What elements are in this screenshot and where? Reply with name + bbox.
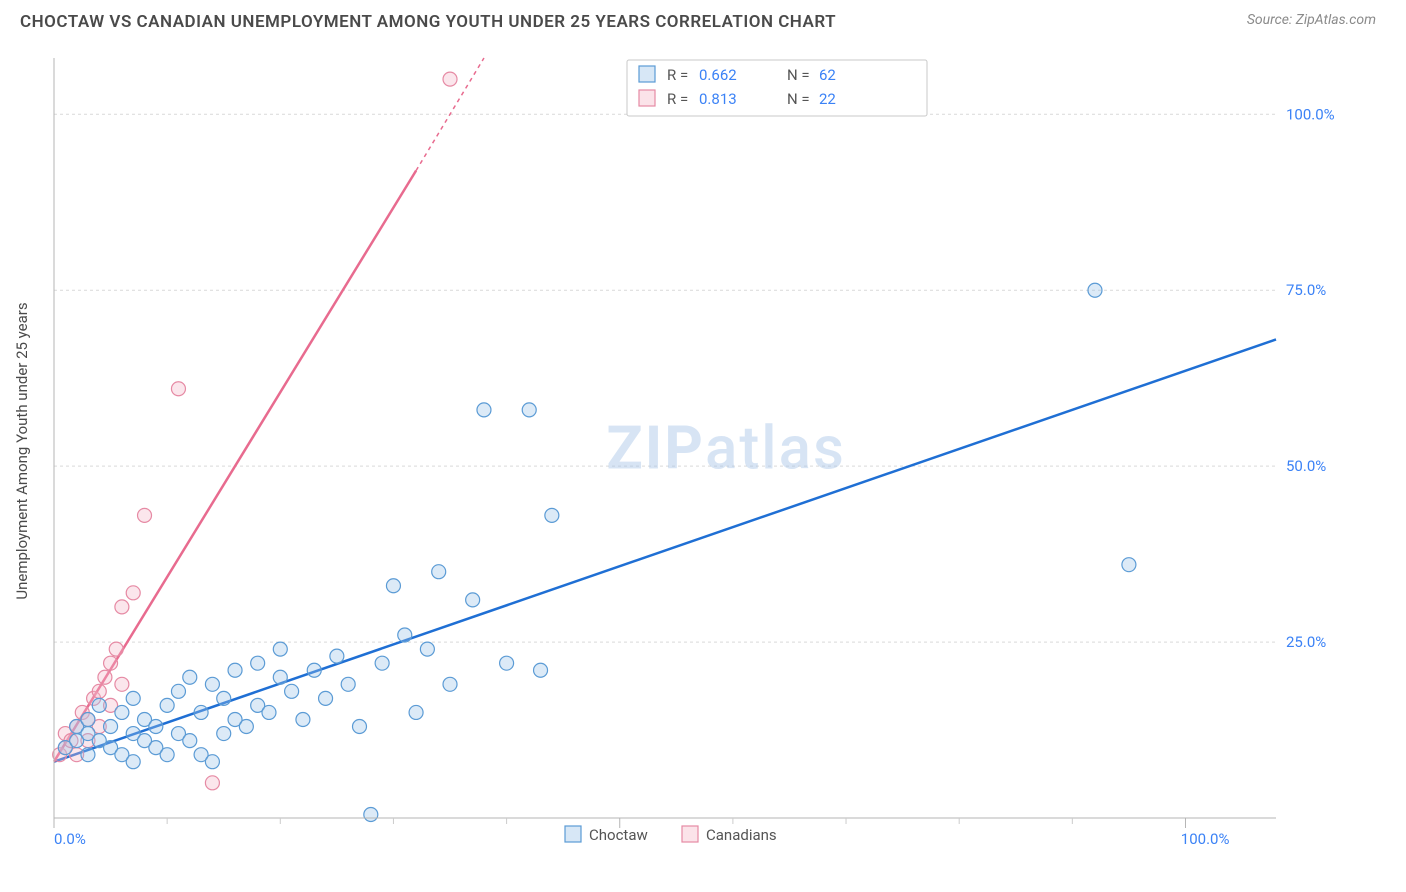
series-legend-swatch <box>565 826 581 842</box>
trend-line-choctaw <box>54 339 1276 761</box>
data-point <box>273 670 287 684</box>
data-point <box>104 656 118 670</box>
x-tick-label-end: 100.0% <box>1181 830 1230 848</box>
data-point <box>466 593 480 607</box>
data-point <box>205 755 219 769</box>
data-point <box>104 720 118 734</box>
data-point <box>92 698 106 712</box>
data-point <box>477 403 491 417</box>
data-point <box>81 712 95 726</box>
series-legend-label: Canadians <box>706 826 777 844</box>
data-point <box>149 720 163 734</box>
data-point <box>126 586 140 600</box>
data-point <box>205 677 219 691</box>
data-point <box>217 727 231 741</box>
data-point <box>353 720 367 734</box>
data-point <box>500 656 514 670</box>
data-point <box>522 403 536 417</box>
data-point <box>262 705 276 719</box>
data-point <box>126 691 140 705</box>
y-tick-label: 100.0% <box>1286 105 1335 123</box>
data-point <box>205 776 219 790</box>
data-point <box>319 691 333 705</box>
chart-title: CHOCTAW VS CANADIAN UNEMPLOYMENT AMONG Y… <box>20 12 836 32</box>
x-tick-label-start: 0.0% <box>54 830 86 848</box>
data-point <box>183 734 197 748</box>
data-point <box>183 670 197 684</box>
legend-r-label: R = <box>667 90 688 108</box>
source-prefix: Source: <box>1247 12 1296 28</box>
data-point <box>375 656 389 670</box>
data-point <box>228 663 242 677</box>
data-point <box>330 649 344 663</box>
legend-n-label: N = <box>787 90 810 108</box>
y-tick-label: 25.0% <box>1286 633 1326 651</box>
data-point <box>109 642 123 656</box>
chart-header: CHOCTAW VS CANADIAN UNEMPLOYMENT AMONG Y… <box>0 0 1406 32</box>
series-legend-swatch <box>682 826 698 842</box>
data-point <box>386 579 400 593</box>
legend-n-label: N = <box>787 66 810 84</box>
data-point <box>171 382 185 396</box>
data-point <box>420 642 434 656</box>
watermark: ZIPatlas <box>606 412 845 483</box>
data-point <box>545 508 559 522</box>
source-name: ZipAtlas.com <box>1296 12 1376 28</box>
series-legend-label: Choctaw <box>589 826 648 844</box>
data-point <box>285 684 299 698</box>
data-point <box>92 684 106 698</box>
data-point <box>251 656 265 670</box>
data-point <box>217 691 231 705</box>
data-point <box>194 705 208 719</box>
data-point <box>273 642 287 656</box>
legend-n-value: 22 <box>819 90 836 108</box>
data-point <box>364 807 378 821</box>
data-point <box>443 677 457 691</box>
chart-source: Source: ZipAtlas.com <box>1247 12 1376 28</box>
scatter-plot: 25.0% 50.0% 75.0% 100.0% ZIPatlas 0.0% 100.0% R… <box>52 50 1336 852</box>
data-point <box>1088 283 1102 297</box>
data-point <box>534 663 548 677</box>
legend-swatch <box>639 66 655 82</box>
data-point <box>160 748 174 762</box>
data-point <box>98 670 112 684</box>
data-point <box>115 600 129 614</box>
data-point <box>341 677 355 691</box>
data-point <box>126 755 140 769</box>
chart-area: Unemployment Among Youth under 25 years … <box>52 50 1336 852</box>
legend-r-value: 0.813 <box>699 90 737 108</box>
data-point <box>296 712 310 726</box>
data-point <box>432 565 446 579</box>
data-point <box>160 698 174 712</box>
data-point <box>409 705 423 719</box>
data-point <box>171 684 185 698</box>
legend-r-value: 0.662 <box>699 66 737 84</box>
data-point <box>1122 558 1136 572</box>
data-point <box>115 705 129 719</box>
data-point <box>398 628 412 642</box>
data-point <box>81 748 95 762</box>
y-tick-label: 50.0% <box>1286 457 1326 475</box>
y-axis-label: Unemployment Among Youth under 25 years <box>13 302 31 599</box>
data-point <box>443 72 457 86</box>
legend-r-label: R = <box>667 66 688 84</box>
data-point <box>307 663 321 677</box>
legend-n-value: 62 <box>819 66 836 84</box>
data-point <box>115 677 129 691</box>
data-point <box>138 508 152 522</box>
legend-swatch <box>639 90 655 106</box>
y-tick-label: 75.0% <box>1286 281 1326 299</box>
data-point <box>239 720 253 734</box>
